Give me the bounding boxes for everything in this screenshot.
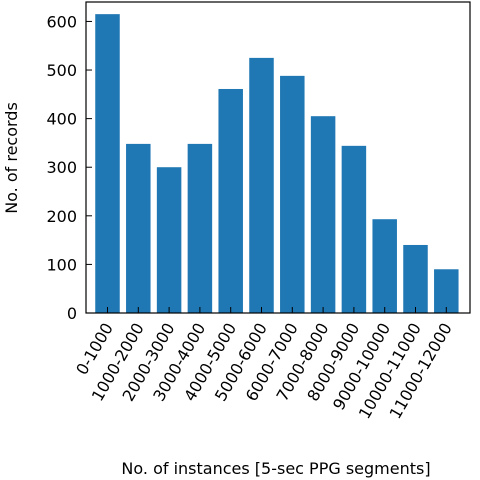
- bar-4000-5000: [218, 88, 243, 313]
- y-tick-label: 300: [46, 158, 77, 177]
- bar-6000-7000: [280, 75, 305, 313]
- bar-5000-6000: [249, 57, 274, 313]
- bar-8000-9000: [341, 145, 367, 313]
- bar-7000-8000: [310, 116, 336, 313]
- x-axis-ticks: 0-10001000-20002000-30003000-40004000-50…: [72, 307, 456, 422]
- bars-group: [95, 14, 459, 313]
- y-axis-ticks: 0 100 200 300 400 500 600: [46, 12, 92, 323]
- y-tick-label: 0: [67, 304, 77, 323]
- y-tick-label: 100: [46, 255, 77, 274]
- bar-3000-4000: [187, 143, 213, 313]
- y-axis-label: No. of records: [2, 102, 21, 214]
- y-tick-label: 200: [46, 207, 77, 226]
- bar-0-1000: [95, 14, 120, 313]
- bar-1000-2000: [126, 143, 151, 313]
- bar-9000-10000: [372, 219, 397, 313]
- y-tick-label: 600: [46, 12, 77, 31]
- bar-11000-12000: [434, 269, 459, 313]
- plot-frame: [85, 1, 471, 314]
- bar-10000-11000: [403, 244, 428, 313]
- bar-2000-3000: [156, 167, 182, 313]
- y-tick-label: 400: [46, 110, 77, 129]
- x-axis-label: No. of instances [5-sec PPG segments]: [121, 459, 430, 478]
- y-tick-label: 500: [46, 61, 77, 80]
